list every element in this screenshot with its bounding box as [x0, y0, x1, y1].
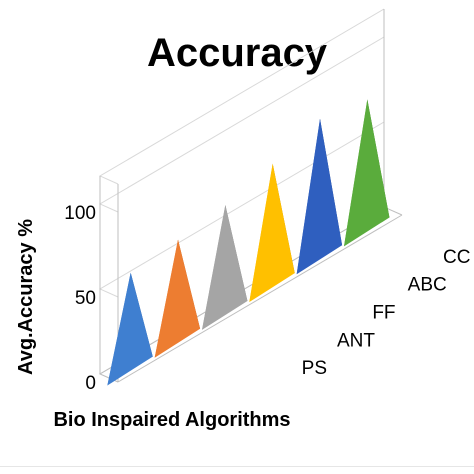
pyramid-front-face [202, 205, 248, 330]
pyramid-front-face [154, 239, 201, 358]
x-axis-label: Bio Inspaired Algorithms [53, 409, 290, 431]
x-tick-label: ANT [337, 330, 375, 351]
y-tick-label: 50 [75, 288, 96, 309]
pyramid-bar [344, 99, 390, 247]
pyramid-bar [154, 239, 201, 358]
category-axis [117, 214, 403, 383]
y-tick-labels: 0 50 100 [64, 203, 96, 394]
x-tick-label: ABC [408, 275, 447, 296]
x-tick-labels: PSANTFFABCCCBAT [302, 247, 471, 379]
pyramid-bar [202, 205, 248, 330]
x-tick-label: FF [372, 302, 395, 323]
gridline [98, 121, 385, 298]
pyramid-bar [296, 118, 343, 275]
x-tick-label: CC [443, 247, 470, 268]
pyramid-front-face [344, 99, 390, 247]
pyramid-front-face [249, 163, 295, 303]
y-axis-label: Avg.Accuracy % [15, 219, 37, 375]
y-tick-label: 100 [64, 203, 96, 224]
divider [0, 466, 474, 467]
y-tick-label: 0 [85, 373, 96, 394]
pyramid-front-face [107, 272, 153, 386]
pyramid-bar [107, 272, 153, 386]
pyramid-bars [107, 99, 390, 386]
chart-title: Accuracy [147, 31, 328, 75]
x-tick-label: PS [302, 358, 327, 379]
pyramid-bar [249, 163, 295, 303]
pyramid-front-face [296, 118, 343, 275]
